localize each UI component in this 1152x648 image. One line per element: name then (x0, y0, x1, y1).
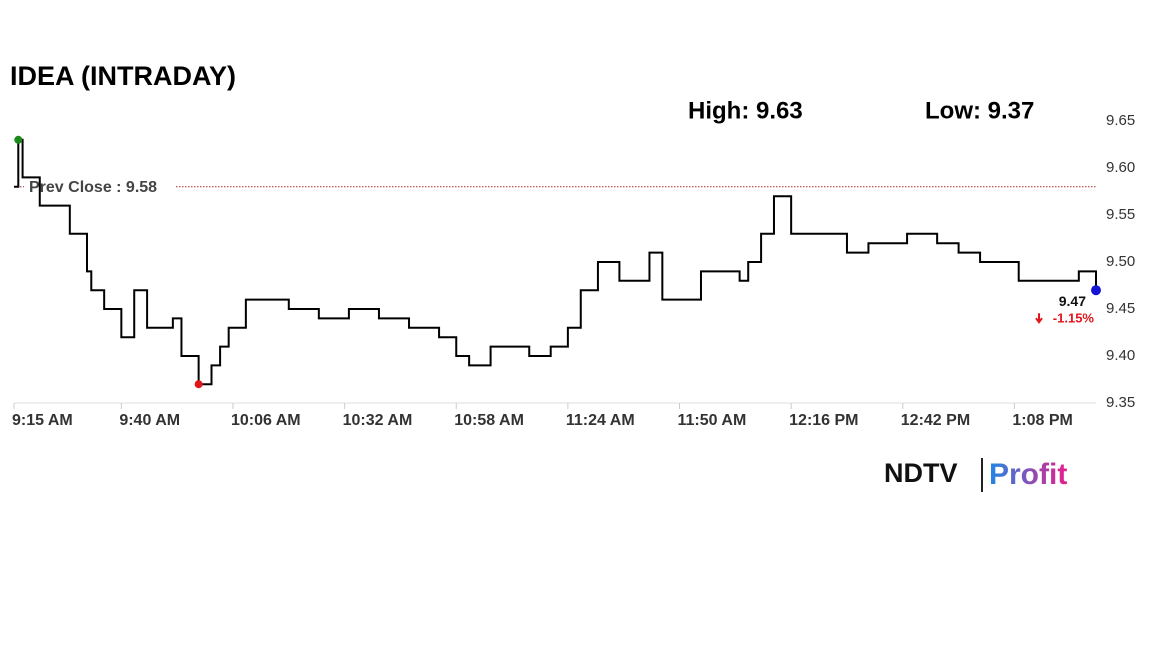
y-tick-label: 9.50 (1106, 253, 1135, 270)
logo-profit: Profit (989, 458, 1067, 491)
last-price: 9.47 (1059, 293, 1086, 309)
price-line (14, 138, 1097, 386)
x-tick-label: 10:32 AM (343, 412, 413, 429)
y-tick-label: 9.40 (1106, 347, 1135, 364)
y-tick-label: 9.60 (1106, 159, 1135, 176)
change-label: -1.15% (1053, 311, 1095, 326)
low-marker (194, 380, 203, 389)
y-tick-label: 9.55 (1106, 206, 1135, 223)
x-tick-label: 9:15 AM (12, 412, 73, 429)
x-tick-label: 11:24 AM (566, 412, 635, 429)
y-tick-label: 9.35 (1106, 394, 1135, 411)
x-tick-label: 12:42 PM (901, 412, 970, 429)
x-tick-label: 10:58 AM (454, 412, 524, 429)
x-tick-label: 10:06 AM (231, 412, 301, 429)
y-tick-label: 9.65 (1106, 112, 1135, 129)
chart-title: IDEA (INTRADAY) (10, 61, 236, 91)
low-label: Low: 9.37 (925, 97, 1034, 124)
x-tick-label: 9:40 AM (119, 412, 180, 429)
x-tick-label: 11:50 AM (678, 412, 747, 429)
prev-close-bg (24, 176, 176, 197)
down-arrow (1035, 313, 1043, 324)
logo-ndtv: NDTV (884, 458, 958, 488)
last-marker (1091, 285, 1101, 296)
prev-close-label: Prev Close : 9.58 (29, 179, 157, 196)
high-label: High: 9.63 (688, 97, 803, 124)
y-tick-label: 9.45 (1106, 300, 1135, 317)
high-marker (14, 135, 23, 144)
x-tick-label: 1:08 PM (1012, 412, 1072, 429)
x-tick-label: 12:16 PM (789, 412, 858, 429)
